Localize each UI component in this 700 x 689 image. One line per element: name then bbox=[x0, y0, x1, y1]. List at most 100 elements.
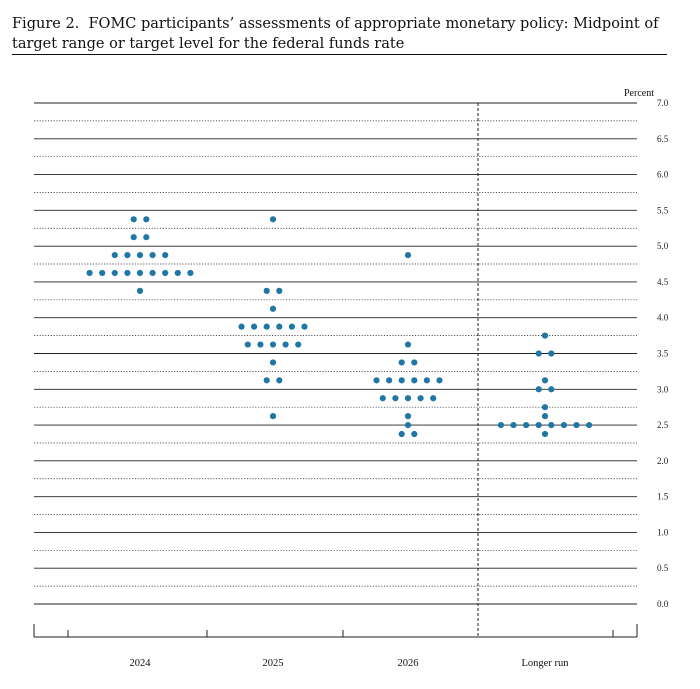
grid-lines bbox=[34, 102, 637, 605]
participant-dot bbox=[541, 430, 549, 438]
participant-dot bbox=[269, 305, 277, 312]
y-tick-label: 6.5 bbox=[657, 134, 669, 144]
participant-dot bbox=[136, 287, 144, 294]
participant-dot bbox=[263, 287, 270, 294]
participant-dot bbox=[111, 269, 118, 277]
participant-dot bbox=[411, 377, 418, 384]
participant-dot bbox=[497, 421, 504, 429]
participant-dot bbox=[523, 421, 530, 429]
participant-dot bbox=[86, 269, 93, 277]
figure-label: Figure 2. bbox=[12, 16, 80, 32]
participant-dot bbox=[257, 341, 264, 348]
participant-dot bbox=[99, 269, 106, 277]
participant-dot bbox=[373, 377, 380, 384]
y-tick-label: 2.0 bbox=[657, 456, 669, 466]
participant-dot bbox=[510, 421, 517, 429]
y-axis-tick-labels: 0.0 0.5 1.0 1.5 2.0 2.5 3.0 3.5 4.0 4.5 5.0 5.5 6.0 6… bbox=[657, 98, 669, 609]
participant-dot bbox=[548, 350, 555, 357]
participant-dot bbox=[392, 395, 399, 402]
participant-dot bbox=[398, 430, 405, 438]
participant-dot bbox=[276, 323, 283, 330]
participant-dot bbox=[379, 395, 386, 402]
participant-dot bbox=[423, 377, 430, 384]
figure-title: FOMC participants’ assessments of approp… bbox=[12, 16, 659, 52]
participant-dot bbox=[411, 359, 418, 366]
participant-dot bbox=[269, 341, 277, 348]
participant-dot bbox=[535, 421, 542, 429]
y-tick-label: 3.5 bbox=[657, 349, 669, 359]
participant-dot bbox=[404, 395, 412, 402]
y-tick-label: 3.0 bbox=[657, 384, 669, 394]
participant-dot bbox=[386, 377, 393, 384]
participant-dot bbox=[276, 287, 283, 294]
participant-dot bbox=[301, 323, 308, 330]
participant-dot bbox=[269, 216, 277, 223]
participant-dot bbox=[263, 377, 270, 384]
participant-dot bbox=[541, 413, 549, 420]
y-tick-label: 5.5 bbox=[657, 205, 669, 215]
participant-dot bbox=[124, 269, 131, 277]
participant-dot bbox=[288, 323, 295, 330]
x-category-label: 2026 bbox=[398, 658, 419, 669]
participant-dot bbox=[430, 395, 437, 402]
participant-dot bbox=[282, 341, 289, 348]
participant-dot bbox=[174, 269, 181, 277]
participant-dot bbox=[130, 234, 137, 241]
y-axis-unit-label: Percent bbox=[624, 88, 654, 99]
participant-dot bbox=[162, 269, 169, 277]
participant-dot bbox=[541, 332, 549, 339]
participant-dot bbox=[143, 216, 150, 223]
participant-dot bbox=[411, 430, 418, 438]
figure-caption: Figure 2. FOMC participants’ assessments… bbox=[12, 14, 682, 54]
participant-dot bbox=[143, 234, 150, 241]
x-category-label: Longer run bbox=[522, 658, 570, 669]
participant-dot bbox=[136, 251, 144, 259]
participant-dot bbox=[404, 251, 412, 259]
participant-dot bbox=[398, 377, 405, 384]
participant-dot bbox=[269, 413, 277, 420]
participant-dot bbox=[244, 341, 251, 348]
participant-dot bbox=[573, 421, 580, 429]
participant-dot bbox=[238, 323, 245, 330]
participant-dot bbox=[404, 413, 412, 420]
participant-dot bbox=[398, 359, 405, 366]
participant-dot bbox=[162, 251, 169, 259]
participant-dot bbox=[124, 251, 131, 259]
y-tick-label: 1.0 bbox=[657, 527, 669, 537]
participant-dot bbox=[251, 323, 258, 330]
participant-dot bbox=[586, 421, 593, 429]
caption-rule bbox=[12, 54, 667, 55]
participant-dot bbox=[548, 421, 555, 429]
y-tick-label: 5.0 bbox=[657, 241, 669, 251]
participant-dot bbox=[560, 421, 568, 429]
participant-dot bbox=[404, 341, 412, 348]
y-tick-label: 4.0 bbox=[657, 313, 669, 323]
participant-dot bbox=[535, 386, 542, 393]
participant-dot bbox=[548, 386, 555, 393]
participant-dot bbox=[263, 323, 270, 330]
y-tick-label: 6.0 bbox=[657, 170, 669, 180]
y-tick-label: 1.5 bbox=[657, 492, 669, 502]
participant-dot bbox=[436, 377, 443, 384]
participant-dot bbox=[187, 269, 194, 277]
x-category-label: 2024 bbox=[130, 658, 152, 669]
x-axis bbox=[33, 624, 638, 638]
participant-dot bbox=[136, 269, 144, 277]
participant-dot bbox=[149, 251, 156, 259]
participant-dot bbox=[535, 350, 542, 357]
x-category-label: 2025 bbox=[263, 658, 284, 669]
participant-dot bbox=[269, 359, 277, 366]
y-tick-label: 4.5 bbox=[657, 277, 669, 287]
y-tick-label: 7.0 bbox=[657, 98, 669, 108]
participant-dot bbox=[404, 421, 412, 429]
y-tick-label: 0.0 bbox=[657, 599, 669, 609]
participant-dot bbox=[111, 251, 118, 259]
participant-dot bbox=[541, 404, 549, 411]
participant-dot bbox=[417, 395, 424, 402]
participant-dot bbox=[295, 341, 302, 348]
dot-series bbox=[86, 216, 593, 438]
y-tick-label: 2.5 bbox=[657, 420, 669, 430]
x-axis-category-labels: 2024 2025 2026 Longer run bbox=[130, 658, 570, 669]
participant-dot bbox=[149, 269, 156, 277]
